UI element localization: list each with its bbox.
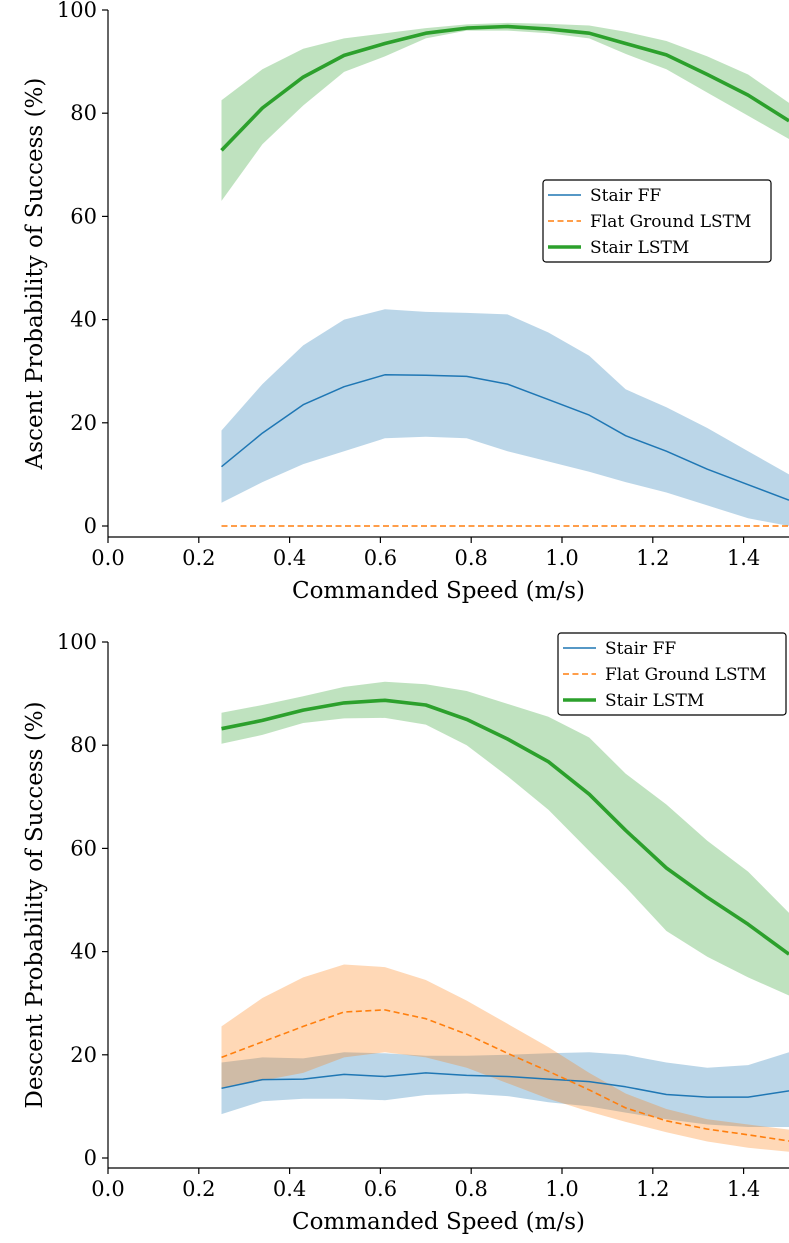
y-axis-label: Descent Probability of Success (%) bbox=[22, 701, 48, 1108]
x-tick-label: 1.4 bbox=[727, 546, 760, 570]
ascent-chart: 0 20 40 60 80 100 0.0 0.2 0.4 0.6 0.8 1.0 1.2 1.4 Comm… bbox=[22, 0, 789, 604]
x-tick-label: 1.4 bbox=[727, 1177, 760, 1201]
x-tick-label: 0.4 bbox=[273, 1177, 306, 1201]
y-tick-label: 80 bbox=[70, 733, 97, 757]
stair-ff-legend-label: Stair FF bbox=[605, 639, 676, 659]
y-tick-label: 60 bbox=[70, 836, 97, 860]
stair-lstm-line bbox=[220, 24, 789, 152]
y-tick-label: 40 bbox=[70, 308, 97, 332]
stair-ff-confidence-band bbox=[221, 1052, 789, 1127]
flat-ground-lstm-legend-label: Flat Ground LSTM bbox=[590, 212, 751, 232]
stair-ff-confidence-band bbox=[221, 309, 789, 526]
stair-lstm-legend-label: Stair LSTM bbox=[605, 691, 704, 711]
stair-lstm-line bbox=[221, 698, 789, 956]
flat-ground-lstm-legend-label: Flat Ground LSTM bbox=[605, 665, 766, 685]
stair-ff-legend-label: Stair FF bbox=[590, 186, 661, 206]
x-tick-label: 0.6 bbox=[364, 546, 397, 570]
stair-lstm-legend-label: Stair LSTM bbox=[590, 238, 689, 258]
stair-ff-line bbox=[221, 374, 789, 501]
y-tick-label: 100 bbox=[57, 0, 97, 22]
stair-lstm-confidence-band bbox=[221, 681, 789, 996]
y-tick-label: 20 bbox=[70, 411, 97, 435]
legend: Stair FF Flat Ground LSTM Stair LSTM bbox=[542, 179, 772, 263]
x-axis-label: Commanded Speed (m/s) bbox=[292, 1209, 585, 1235]
x-tick-label: 1.2 bbox=[636, 546, 669, 570]
x-axis-label: Commanded Speed (m/s) bbox=[292, 578, 585, 604]
x-tick-label: 0.2 bbox=[182, 546, 215, 570]
legend: Stair FF Flat Ground LSTM Stair LSTM bbox=[557, 632, 787, 716]
x-tick-label: 0.0 bbox=[91, 1177, 124, 1201]
x-tick-label: 1.2 bbox=[636, 1177, 669, 1201]
y-axis-label: Ascent Probability of Success (%) bbox=[22, 78, 48, 471]
y-tick-label: 0 bbox=[84, 514, 97, 538]
x-tick-label: 0.8 bbox=[454, 546, 487, 570]
x-tick-label: 0.0 bbox=[91, 546, 124, 570]
descent-chart: 0 20 40 60 80 100 0.0 0.2 0.4 0.6 0.8 1.0 1.2 1.4 Comm… bbox=[22, 630, 789, 1235]
x-tick-label: 1.0 bbox=[545, 1177, 578, 1201]
x-tick-label: 0.6 bbox=[364, 1177, 397, 1201]
y-tick-label: 60 bbox=[70, 204, 97, 228]
y-tick-label: 40 bbox=[70, 940, 97, 964]
legend-box bbox=[542, 179, 772, 263]
stair-lstm-confidence-band bbox=[221, 22, 789, 201]
y-tick-label: 80 bbox=[70, 101, 97, 125]
x-tick-label: 0.8 bbox=[454, 1177, 487, 1201]
stair-ff-line bbox=[221, 1072, 789, 1098]
legend-box bbox=[557, 632, 787, 716]
x-tick-label: 1.0 bbox=[545, 546, 578, 570]
x-tick-label: 0.2 bbox=[182, 1177, 215, 1201]
flat-ground-lstm-confidence-band bbox=[221, 964, 789, 1152]
y-tick-label: 20 bbox=[70, 1043, 97, 1067]
y-tick-label: 100 bbox=[57, 630, 97, 654]
x-tick-label: 0.4 bbox=[273, 546, 306, 570]
y-tick-label: 0 bbox=[84, 1146, 97, 1170]
